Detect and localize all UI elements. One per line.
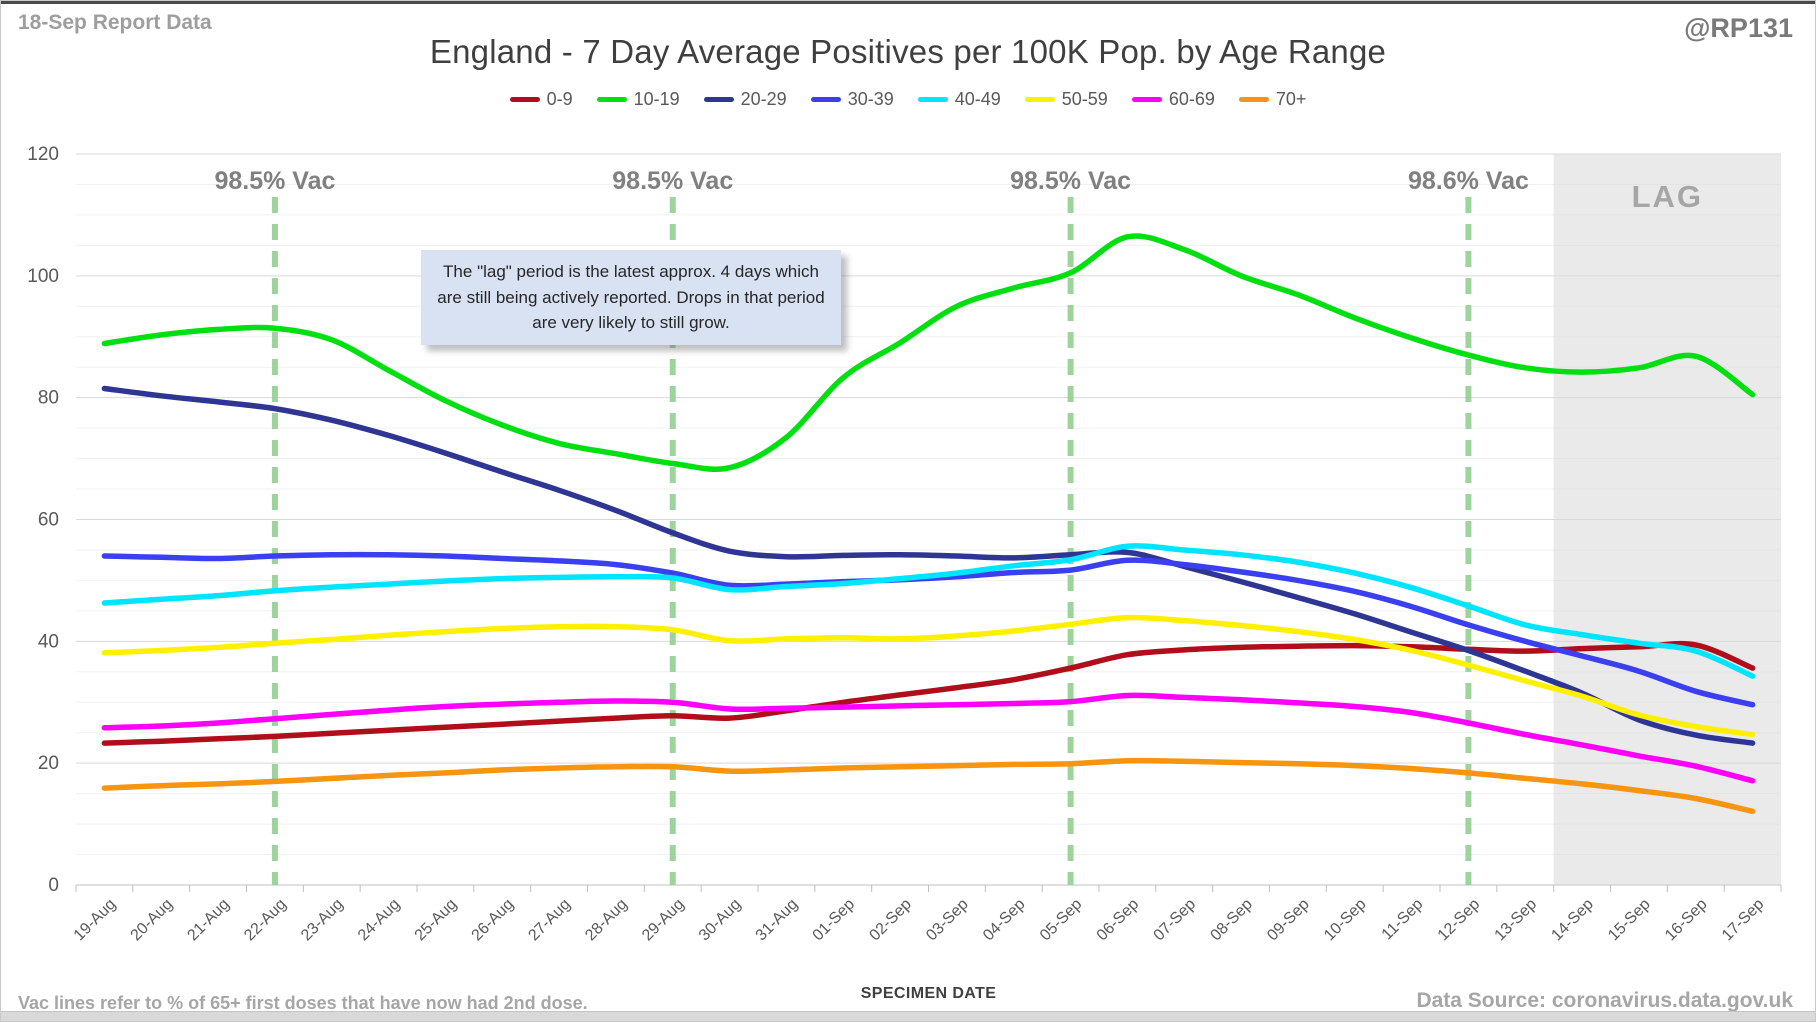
y-axis-label: 120	[27, 144, 59, 165]
x-axis-label: 20-Aug	[128, 896, 177, 945]
y-axis-label: 0	[48, 875, 59, 896]
x-axis-label: 31-Aug	[753, 896, 802, 945]
x-axis-label: 06-Sep	[1094, 896, 1143, 945]
y-axis-label: 40	[38, 631, 59, 652]
series-line-10-19	[101, 233, 1756, 472]
x-axis-label: 25-Aug	[412, 896, 461, 945]
series-line-50-59	[101, 614, 1756, 738]
x-axis-label: 27-Aug	[525, 896, 574, 945]
vac-label: 98.5% Vac	[612, 167, 733, 195]
legend-label-0-9: 0-9	[546, 89, 573, 109]
x-axis-title: SPECIMEN DATE	[860, 985, 997, 1002]
lag-annotation: The "lag" period is the latest approx. 4…	[421, 250, 841, 345]
x-axis-label: 15-Sep	[1605, 896, 1654, 945]
legend-swatch-60-69	[1131, 97, 1162, 102]
legend-swatch-50-59	[1024, 97, 1055, 102]
series-line-70+	[101, 757, 1756, 815]
vac-label: 98.5% Vac	[1010, 167, 1131, 195]
legend-item-70+: 70+	[1238, 89, 1307, 110]
x-axis-label: 02-Sep	[866, 896, 915, 945]
legend-swatch-0-9	[509, 97, 540, 102]
legend-label-10-19: 10-19	[633, 89, 680, 109]
legend-label-40-49: 40-49	[954, 89, 1001, 109]
legend-swatch-70+	[1238, 97, 1269, 102]
vac-label: 98.5% Vac	[214, 167, 335, 195]
legend-label-30-39: 30-39	[847, 89, 894, 109]
x-axis-label: 07-Sep	[1151, 896, 1200, 945]
x-axis-label: 09-Sep	[1264, 896, 1313, 945]
legend-item-20-29: 20-29	[703, 89, 787, 110]
lag-region	[1553, 154, 1781, 885]
series-line-60-69	[101, 692, 1756, 784]
lag-label: LAG	[1632, 179, 1703, 214]
x-axis-label: 19-Aug	[71, 896, 120, 945]
legend-label-70+: 70+	[1275, 89, 1307, 109]
series-line-40-49	[101, 543, 1756, 679]
legend-swatch-40-49	[917, 97, 948, 102]
x-axis-label: 16-Sep	[1662, 896, 1711, 945]
x-axis-label: 08-Sep	[1207, 896, 1256, 945]
x-axis-label: 04-Sep	[980, 896, 1029, 945]
series-line-20-29	[101, 385, 1756, 746]
vac-footnote: Vac lines refer to % of 65+ first doses …	[18, 993, 588, 1013]
x-axis-label: 30-Aug	[696, 896, 745, 945]
legend-item-30-39: 30-39	[810, 89, 894, 110]
legend-swatch-10-19	[596, 97, 627, 102]
chart-legend: 0-9 10-19 20-29 30-39 40-49 50-59 60-69 70+	[1, 89, 1815, 110]
x-axis-label: 24-Aug	[355, 896, 404, 945]
x-axis-label: 29-Aug	[639, 896, 688, 945]
report-date-label: 18-Sep Report Data	[18, 11, 212, 34]
legend-swatch-30-39	[810, 97, 841, 102]
legend-label-60-69: 60-69	[1168, 89, 1215, 109]
x-axis-label: 10-Sep	[1321, 896, 1370, 945]
author-handle: @RP131	[1684, 13, 1793, 43]
legend-label-20-29: 20-29	[740, 89, 787, 109]
x-axis-label: 21-Aug	[184, 896, 233, 945]
legend-swatch-20-29	[703, 97, 734, 102]
x-axis-label: 23-Aug	[298, 896, 347, 945]
vac-label: 98.6% Vac	[1408, 167, 1529, 195]
window-top-edge	[1, 1, 1815, 4]
x-axis-label: 26-Aug	[469, 896, 518, 945]
legend-item-50-59: 50-59	[1024, 89, 1108, 110]
data-source-label: Data Source: coronavirus.data.gov.uk	[1416, 989, 1793, 1012]
legend-item-40-49: 40-49	[917, 89, 1001, 110]
x-axis-label: 01-Sep	[810, 896, 859, 945]
x-axis-label: 13-Sep	[1492, 896, 1541, 945]
legend-item-10-19: 10-19	[596, 89, 680, 110]
legend-label-50-59: 50-59	[1061, 89, 1108, 109]
y-axis-label: 60	[38, 510, 59, 531]
x-axis-label: 12-Sep	[1435, 896, 1484, 945]
x-axis-label: 22-Aug	[241, 896, 290, 945]
x-axis-label: 11-Sep	[1379, 896, 1427, 944]
legend-item-60-69: 60-69	[1131, 89, 1215, 110]
chart-title: England - 7 Day Average Positives per 10…	[429, 33, 1387, 70]
x-axis-label: 03-Sep	[923, 896, 972, 945]
y-axis-label: 100	[27, 266, 59, 287]
x-axis-label: 28-Aug	[582, 896, 631, 945]
y-axis-label: 20	[38, 753, 59, 774]
x-axis-label: 14-Sep	[1548, 896, 1597, 945]
x-axis-label: 05-Sep	[1037, 896, 1086, 945]
y-axis-label: 80	[38, 388, 59, 409]
window-bottom-strip	[1, 1011, 1815, 1021]
x-axis-label: 17-Sep	[1719, 896, 1768, 945]
legend-item-0-9: 0-9	[509, 89, 573, 110]
